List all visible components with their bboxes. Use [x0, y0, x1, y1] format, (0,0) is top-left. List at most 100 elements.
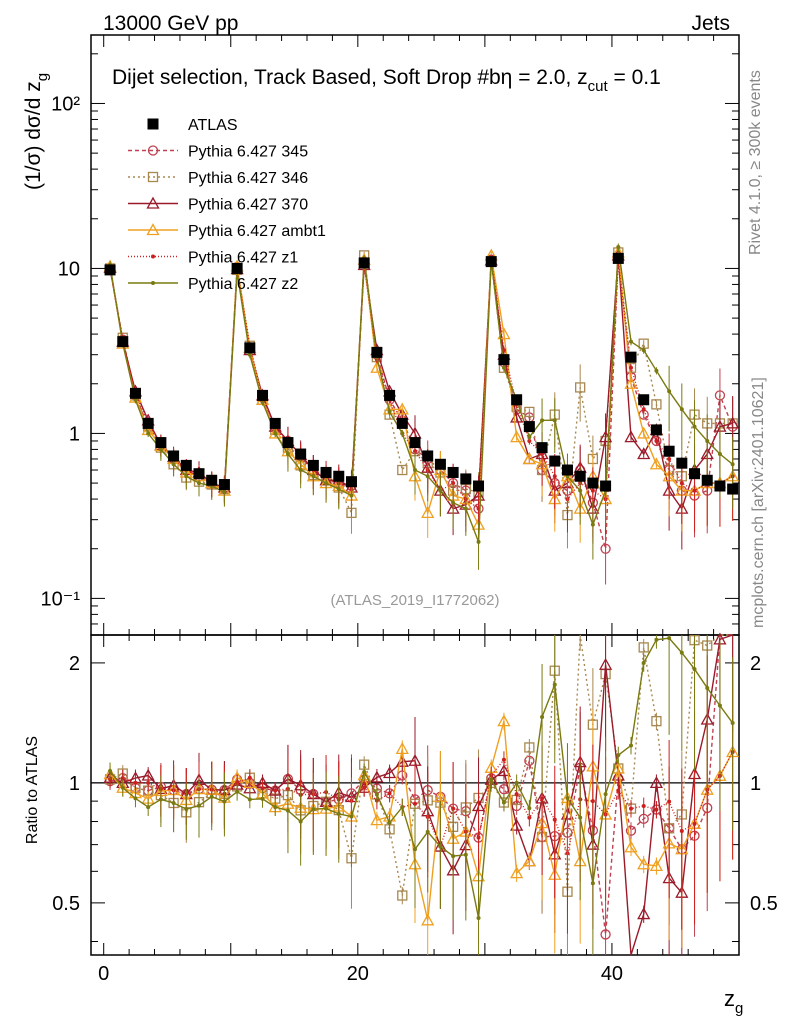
data-point: [396, 417, 408, 429]
data-point: [498, 354, 510, 366]
ratio-point: [497, 764, 511, 777]
ratio-point: [311, 807, 316, 812]
ratio-point: [616, 753, 621, 758]
ratio-point: [370, 770, 384, 783]
ratio-point: [600, 929, 611, 940]
data-point: [654, 438, 659, 443]
ratio-point: [243, 776, 257, 789]
ratio-point: [397, 890, 408, 901]
ratio-point: [649, 776, 664, 789]
ratio-point: [649, 859, 664, 872]
data-point: [421, 506, 435, 519]
ratio-series-pythia-6-427-346: [104, 634, 734, 955]
ratio-point: [637, 907, 651, 920]
data-point: [413, 468, 417, 473]
ratio-point: [641, 804, 646, 809]
legend-label: ATLAS: [188, 117, 238, 134]
ratio-point: [730, 721, 735, 726]
data-point: [641, 407, 646, 412]
mcplots-label: mcplots.cern.ch [arXiv:2401.10621]: [750, 377, 767, 628]
ratio-point: [247, 775, 252, 780]
ratio-point: [616, 788, 621, 793]
ratio-point: [197, 803, 201, 808]
ratio-point: [273, 788, 278, 793]
ratio-point: [611, 761, 625, 774]
ratio-point: [654, 637, 659, 642]
ratio-point: [641, 660, 646, 665]
data-point: [320, 466, 332, 478]
ratio-point: [552, 682, 557, 687]
data-point: [637, 426, 651, 439]
ratio-tick-label: 1: [69, 773, 80, 795]
data-point: [654, 368, 659, 373]
legend-marker: [151, 254, 155, 259]
data-point: [447, 466, 459, 478]
ratio-point: [171, 800, 176, 805]
data-point: [158, 447, 163, 452]
data-point: [616, 244, 621, 249]
ratio-point: [120, 776, 125, 781]
ratio-point: [679, 650, 684, 655]
data-point: [282, 437, 294, 449]
ratio-point: [209, 794, 214, 799]
data-point: [590, 522, 595, 527]
ratio-line: [109, 634, 733, 896]
ratio-series-pythia-6-427-345: [104, 634, 734, 955]
legend-item: Pythia 6.427 346: [128, 170, 308, 187]
legend-label: Pythia 6.427 ambt1: [188, 223, 326, 240]
data-point: [104, 264, 116, 276]
data-point: [701, 474, 713, 486]
data-point: [307, 459, 319, 471]
legend-label: Pythia 6.427 z1: [188, 250, 298, 267]
data-point: [451, 481, 456, 486]
data-point: [501, 365, 506, 370]
ratio-point: [717, 703, 722, 708]
ratio-point: [158, 797, 163, 802]
data-point: [692, 424, 697, 429]
analysis-watermark: (ATLAS_2019_I1772062): [330, 592, 499, 609]
ratio-point: [120, 785, 125, 790]
legend-label: Pythia 6.427 z2: [188, 276, 298, 293]
ratio-point: [349, 814, 354, 819]
data-point: [523, 421, 535, 433]
data-point: [336, 487, 341, 492]
ratio-point: [540, 796, 545, 801]
ratio-point: [476, 835, 481, 840]
data-point: [473, 480, 485, 492]
y-tick-label: 1: [69, 423, 80, 445]
data-point: [273, 431, 278, 436]
ratio-point: [235, 789, 240, 794]
data-point: [497, 327, 511, 340]
ratio-point: [285, 808, 290, 813]
ratio-point: [552, 817, 557, 822]
data-point: [524, 406, 535, 418]
ratio-point: [374, 792, 379, 797]
data-point: [117, 336, 129, 348]
ratio-point: [692, 667, 697, 672]
series-line: [109, 258, 733, 510]
data-point: [552, 418, 557, 423]
y-tick-label: 10: [58, 258, 80, 280]
data-point: [649, 457, 664, 470]
ratio-point: [527, 815, 532, 820]
data-point: [624, 376, 638, 389]
data-point: [413, 449, 417, 454]
legend-item: Pythia 6.427 z1: [128, 250, 298, 267]
ratio-panel-frame: [90, 634, 740, 956]
ratio-line: [109, 751, 734, 856]
data-point: [269, 417, 281, 429]
data-point: [384, 389, 396, 401]
data-point: [463, 506, 468, 511]
rivet-label: Rivet 4.1.0, ≥ 300k events: [747, 70, 764, 255]
data-point: [400, 431, 405, 436]
y-tick-label: 10⁻¹: [41, 588, 81, 610]
series-atlas: [104, 252, 739, 495]
legend-marker: [146, 223, 160, 236]
ratio-point: [451, 806, 456, 811]
ratio-series-group: [103, 632, 740, 956]
data-point: [679, 407, 684, 412]
data-point: [180, 459, 192, 471]
ratio-point: [514, 780, 519, 785]
data-point: [587, 477, 599, 489]
data-point: [257, 389, 269, 401]
